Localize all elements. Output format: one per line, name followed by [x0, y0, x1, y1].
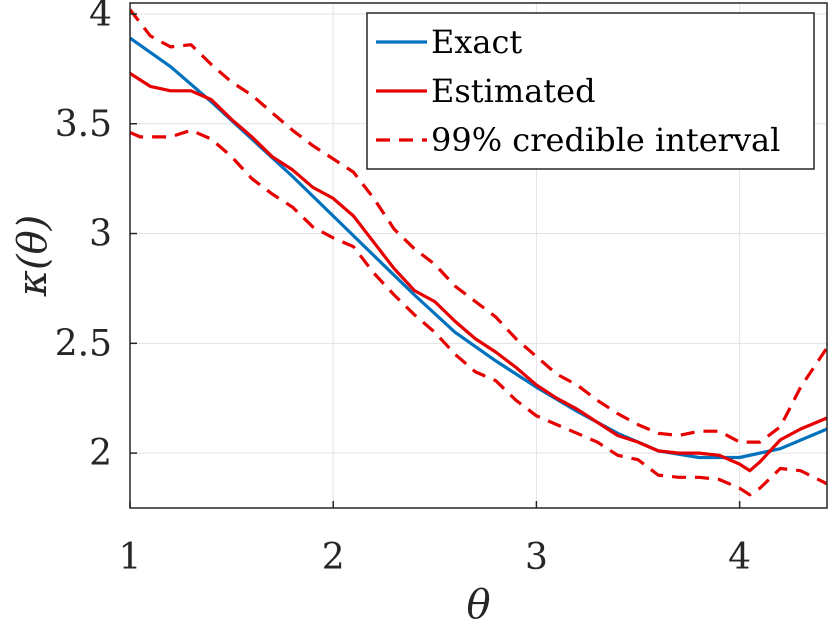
x-axis-label: θ — [466, 582, 490, 624]
ticks: 1 2 3 4 2 2.5 3 3.5 4 — [55, 0, 751, 578]
estimated-line — [130, 71, 827, 473]
y-tick-label: 2 — [89, 433, 112, 474]
x-tick-label: 4 — [728, 537, 751, 578]
series-group — [130, 8, 827, 497]
x-tick-label: 3 — [525, 537, 548, 578]
legend-ci-label: 99% credible interval — [431, 121, 780, 159]
series-lines — [130, 8, 827, 497]
legend-box — [366, 12, 815, 170]
x-tick-label: 1 — [119, 537, 142, 578]
legend: Exact Estimated 99% credible interval — [366, 12, 815, 170]
y-axis-label: κ(θ) — [10, 215, 56, 298]
y-tick-label: 4 — [89, 0, 112, 35]
x-tick-label: 2 — [322, 537, 345, 578]
ci-lower-line — [130, 128, 827, 497]
plot-frame — [129, 2, 828, 509]
y-tick-label: 2.5 — [55, 323, 112, 364]
ci-upper-line — [130, 8, 827, 444]
y-tick-label: 3 — [89, 214, 112, 255]
y-tick-label: 3.5 — [55, 104, 112, 145]
legend-estimated-label: Estimated — [431, 72, 596, 110]
legend-exact-label: Exact — [431, 23, 522, 61]
